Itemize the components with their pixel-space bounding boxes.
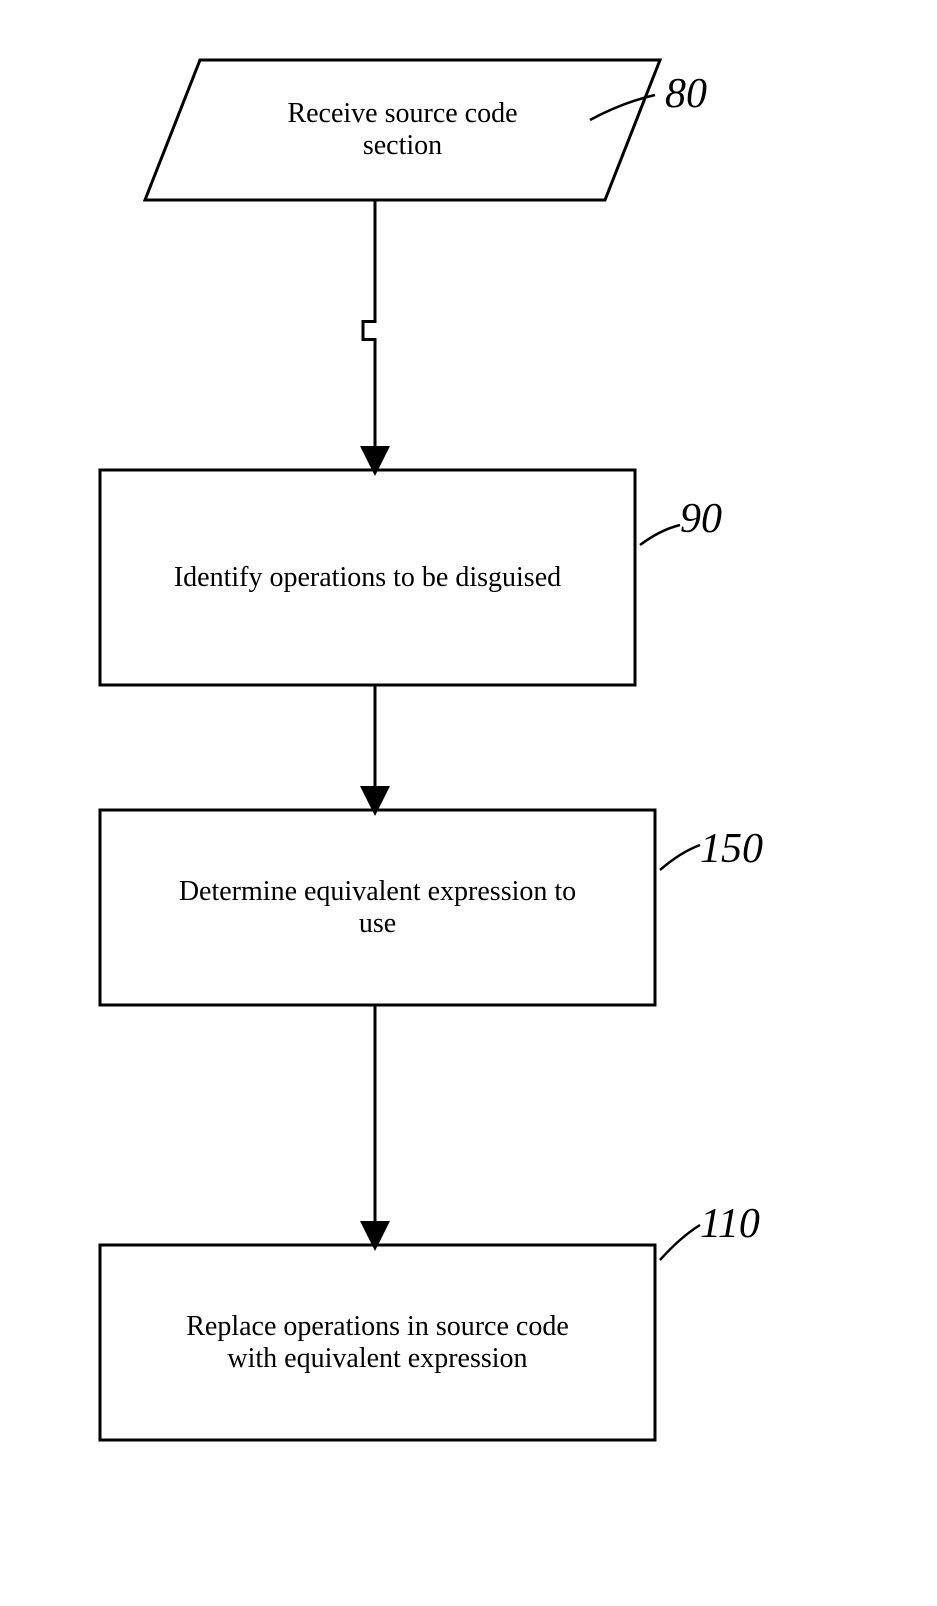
reference-tick bbox=[660, 845, 700, 870]
flowchart-node-process bbox=[100, 810, 655, 1005]
reference-number: 90 bbox=[680, 495, 722, 543]
reference-tick bbox=[590, 95, 655, 120]
flowchart-svg bbox=[0, 0, 937, 1606]
flowchart-node-process bbox=[100, 470, 635, 685]
flowchart-arrow bbox=[363, 200, 375, 452]
flowchart-node-process bbox=[100, 1245, 655, 1440]
reference-number: 150 bbox=[700, 825, 763, 873]
reference-number: 80 bbox=[665, 70, 707, 118]
reference-tick bbox=[640, 525, 680, 545]
reference-tick bbox=[660, 1225, 700, 1260]
reference-number: 110 bbox=[700, 1200, 760, 1248]
flowchart-canvas: Receive source codesection80Identify ope… bbox=[0, 0, 937, 1606]
flowchart-node-input bbox=[145, 60, 660, 200]
